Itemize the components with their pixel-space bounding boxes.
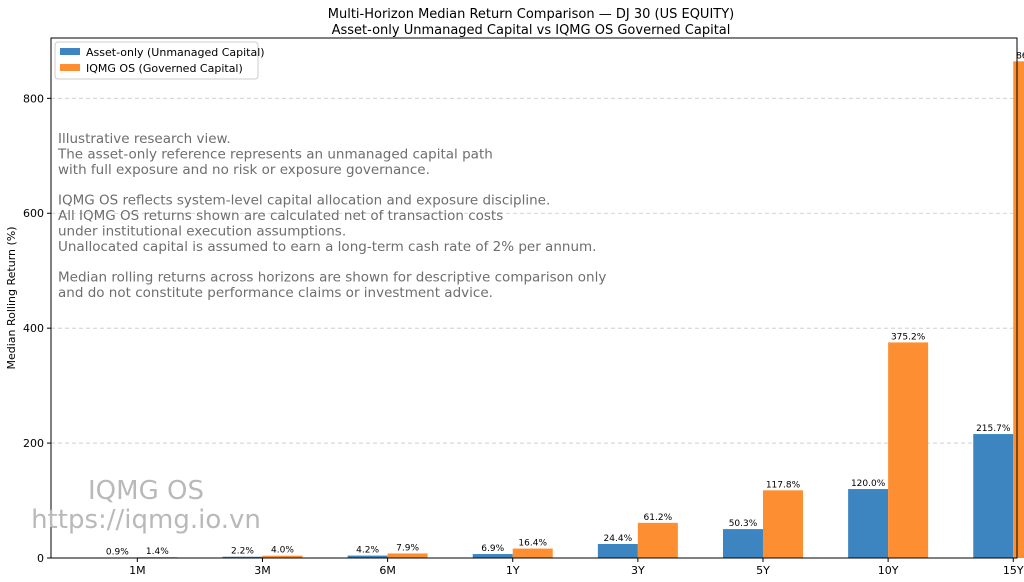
y-tick-label: 200 — [23, 437, 44, 450]
x-tick-label: 1Y — [506, 564, 520, 577]
annotation-line: with full exposure and no risk or exposu… — [58, 162, 430, 178]
chart-title: Multi-Horizon Median Return Comparison —… — [328, 7, 734, 22]
annotation-line: Unallocated capital is assumed to earn a… — [58, 239, 596, 255]
bar-iqmg-os-6M — [387, 553, 428, 558]
x-tick-label: 15Y — [1003, 564, 1024, 577]
y-axis: 0 200 400 600 800 — [23, 92, 51, 565]
bar-value-label: 50.3% — [729, 519, 758, 529]
bar-value-label: 0.9% — [106, 547, 129, 557]
bar-value-label: 24.4% — [604, 534, 633, 544]
bar-iqmg-os-3Y — [637, 522, 678, 558]
bar-value-label: 864.4% — [1016, 51, 1024, 61]
legend-box — [54, 41, 259, 80]
x-tick-label: 3Y — [631, 564, 645, 577]
annotation-line: and do not constitute performance claims… — [58, 285, 493, 301]
x-tick-label: 6M — [379, 564, 396, 577]
watermark-url: https://iqmg.io.vn — [31, 505, 261, 535]
x-tick-label: 5Y — [756, 564, 770, 577]
bar-value-label: 4.2% — [356, 546, 379, 556]
legend-label-iqmg-os: IQMG OS (Governed Capital) — [86, 62, 243, 75]
annotation-line: under institutional execution assumption… — [58, 223, 346, 239]
bar-value-label: 117.8% — [766, 480, 801, 490]
bar-value-label: 120.0% — [851, 479, 886, 489]
x-axis: 1M 3M 6M 1Y 3Y 5Y 10Y 15Y — [129, 558, 1024, 577]
bar-asset-only-3Y — [597, 543, 638, 558]
y-tick-label: 600 — [23, 207, 44, 220]
legend: Asset-only (Unmanaged Capital) IQMG OS (… — [54, 41, 265, 80]
x-tick-label: 3M — [254, 564, 271, 577]
bar-asset-only-15Y — [973, 434, 1014, 558]
legend-swatch-asset-only — [60, 48, 80, 55]
bar-value-label: 2.2% — [231, 547, 254, 557]
bar-value-label: 1.4% — [146, 547, 169, 557]
bar-labels: 0.9% 1.4% 2.2% 4.0% 4.2% 7.9% 6.9% 16.4% 24.4% 61… — [106, 51, 1024, 557]
gridlines — [51, 97, 1017, 444]
legend-swatch-iqmg-os — [60, 64, 80, 71]
y-axis-label: Median Rolling Return (%) — [5, 226, 18, 369]
plot-frame — [50, 37, 1018, 559]
watermark-brand: IQMG OS — [88, 476, 204, 506]
annotation-line: Illustrative research view. — [58, 131, 231, 147]
annotation-line: All IQMG OS returns shown are calculated… — [58, 208, 503, 224]
bar-iqmg-os-5Y — [762, 490, 803, 558]
bar-asset-only-10Y — [848, 489, 889, 558]
bar-iqmg-os-3M — [262, 555, 303, 558]
bar-value-label: 215.7% — [976, 424, 1011, 434]
annotation-line: Median rolling returns across horizons a… — [58, 270, 606, 286]
bar-asset-only-5Y — [722, 529, 763, 558]
bar-value-label: 4.0% — [271, 546, 294, 556]
bar-asset-only-3M — [222, 556, 263, 558]
annotation-line: IQMG OS reflects system-level capital al… — [58, 193, 550, 209]
bar-value-label: 61.2% — [644, 513, 673, 523]
bars — [97, 61, 1024, 558]
bar-iqmg-os-1Y — [512, 548, 553, 558]
bar-iqmg-os-10Y — [888, 342, 929, 558]
bar-value-label: 16.4% — [518, 539, 547, 549]
x-tick-label: 10Y — [878, 564, 899, 577]
bar-asset-only-1Y — [472, 554, 513, 558]
bar-value-label: 375.2% — [891, 332, 926, 342]
chart-subtitle: Asset-only Unmanaged Capital vs IQMG OS … — [332, 23, 731, 38]
bar-value-label: 7.9% — [396, 543, 419, 553]
annotation-line: The asset-only reference represents an u… — [57, 146, 493, 162]
bar-value-label: 6.9% — [481, 544, 504, 554]
annotation-text: Illustrative research view.The asset-onl… — [57, 131, 606, 301]
y-tick-label: 0 — [37, 552, 44, 565]
bar-asset-only-6M — [347, 555, 388, 558]
y-tick-label: 800 — [23, 92, 44, 105]
bar-iqmg-os-15Y — [1013, 61, 1024, 558]
y-tick-label: 400 — [23, 322, 44, 335]
legend-label-asset-only: Asset-only (Unmanaged Capital) — [86, 46, 265, 59]
x-tick-label: 1M — [129, 564, 146, 577]
